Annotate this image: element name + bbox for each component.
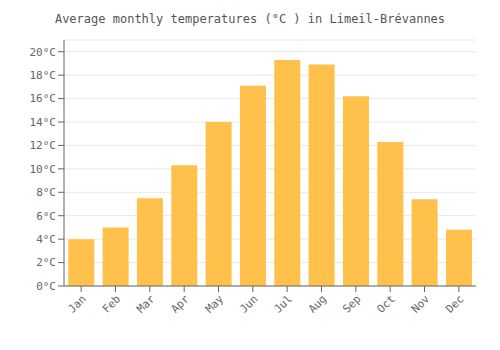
svg-text:20°C: 20°C [30,46,57,59]
svg-text:Aug: Aug [306,292,329,315]
svg-text:May: May [203,292,227,316]
svg-text:Feb: Feb [100,292,123,315]
svg-text:Dec: Dec [443,292,466,315]
svg-text:Jul: Jul [272,292,295,315]
svg-text:Jun: Jun [237,292,260,315]
svg-text:Mar: Mar [134,292,158,316]
svg-text:8°C: 8°C [36,186,56,199]
html-text:Average monthly temperatures (: Average monthly temperatures (°C ) in Li… [54,12,446,26]
svg-text:Jan: Jan [66,292,89,315]
svg-text:Apr: Apr [169,292,193,316]
svg-text:Sep: Sep [340,292,363,315]
svg-text:10°C: 10°C [30,163,57,176]
svg-text:4°C: 4°C [36,233,56,246]
svg-text:Oct: Oct [375,292,398,315]
svg-text:6°C: 6°C [36,210,56,223]
svg-text:12°C: 12°C [30,139,57,152]
svg-text:14°C: 14°C [30,116,57,129]
svg-text:16°C: 16°C [30,92,57,105]
svg-text:Nov: Nov [409,292,433,316]
svg-text:0°C: 0°C [36,280,56,293]
svg-text:18°C: 18°C [30,69,57,82]
svg-text:2°C: 2°C [36,256,56,269]
